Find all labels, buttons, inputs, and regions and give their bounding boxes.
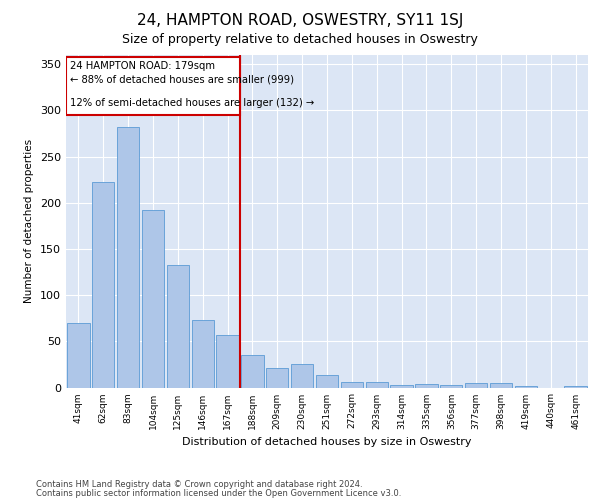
- Bar: [67, 323, 89, 388]
- FancyBboxPatch shape: [66, 57, 240, 115]
- Bar: [391, 384, 413, 388]
- Bar: [142, 210, 164, 388]
- Bar: [365, 382, 388, 388]
- Bar: [291, 364, 313, 388]
- Bar: [167, 264, 189, 388]
- Text: Contains public sector information licensed under the Open Government Licence v3: Contains public sector information licen…: [36, 489, 401, 498]
- Bar: [341, 382, 363, 388]
- Text: 24, HAMPTON ROAD, OSWESTRY, SY11 1SJ: 24, HAMPTON ROAD, OSWESTRY, SY11 1SJ: [137, 12, 463, 28]
- Text: ← 88% of detached houses are smaller (999): ← 88% of detached houses are smaller (99…: [70, 75, 294, 85]
- Text: 24 HAMPTON ROAD: 179sqm: 24 HAMPTON ROAD: 179sqm: [70, 61, 215, 71]
- Bar: [565, 386, 587, 388]
- Bar: [515, 386, 537, 388]
- Bar: [241, 355, 263, 388]
- Bar: [465, 383, 487, 388]
- Bar: [117, 127, 139, 388]
- Bar: [266, 368, 289, 388]
- X-axis label: Distribution of detached houses by size in Oswestry: Distribution of detached houses by size …: [182, 437, 472, 447]
- Y-axis label: Number of detached properties: Number of detached properties: [25, 139, 34, 304]
- Bar: [92, 182, 115, 388]
- Bar: [316, 374, 338, 388]
- Text: Contains HM Land Registry data © Crown copyright and database right 2024.: Contains HM Land Registry data © Crown c…: [36, 480, 362, 489]
- Bar: [191, 320, 214, 388]
- Bar: [440, 384, 463, 388]
- Bar: [217, 335, 239, 388]
- Bar: [490, 383, 512, 388]
- Text: 12% of semi-detached houses are larger (132) →: 12% of semi-detached houses are larger (…: [70, 98, 314, 108]
- Bar: [415, 384, 437, 388]
- Text: Size of property relative to detached houses in Oswestry: Size of property relative to detached ho…: [122, 32, 478, 46]
